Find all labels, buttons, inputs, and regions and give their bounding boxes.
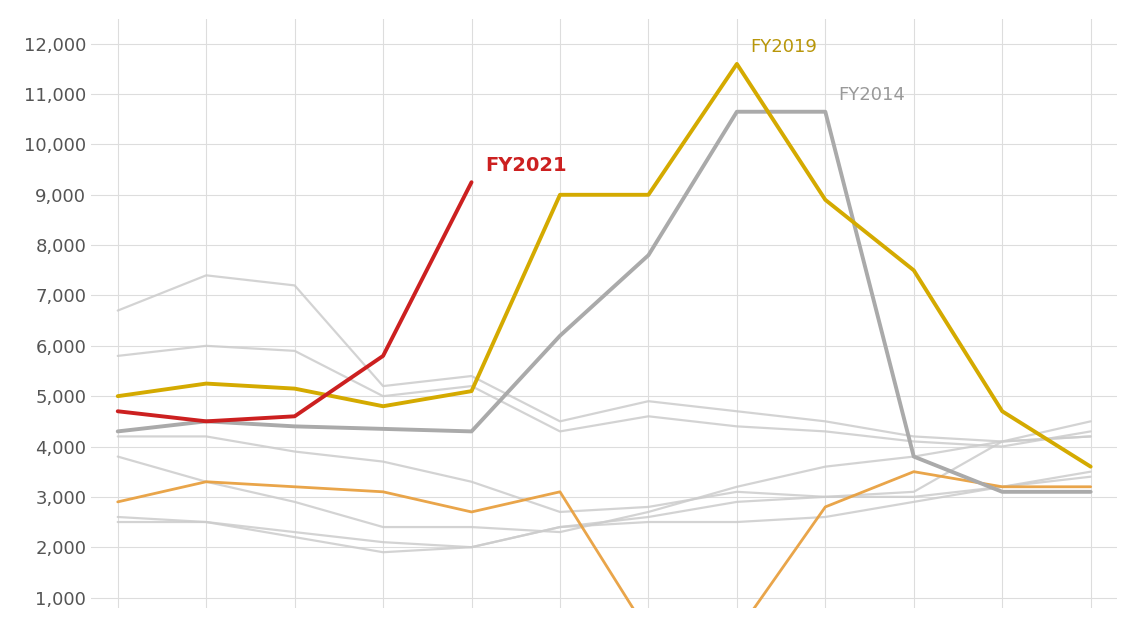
Text: FY2014: FY2014 <box>839 86 905 104</box>
Text: FY2021: FY2021 <box>484 156 567 175</box>
Text: FY2019: FY2019 <box>750 38 817 56</box>
